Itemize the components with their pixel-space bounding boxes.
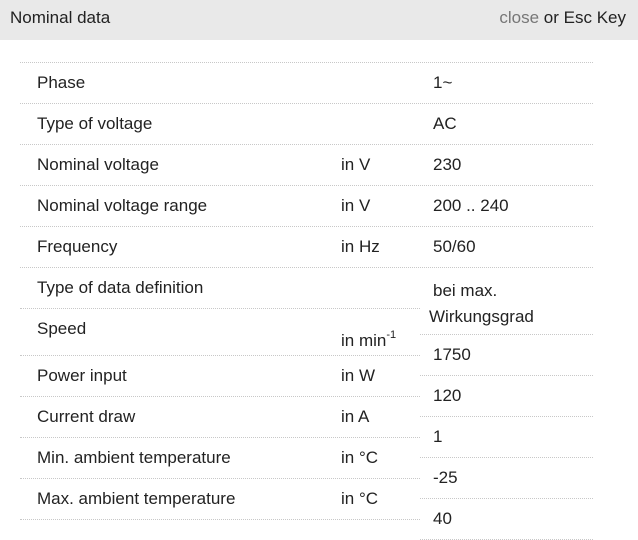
row-value: 230	[433, 155, 462, 174]
row-separator	[20, 355, 420, 356]
row-unit: in V	[341, 196, 371, 215]
row-separator	[20, 103, 593, 104]
close-hint: close or Esc Key	[499, 8, 626, 28]
row-separator	[420, 457, 593, 458]
header-bar: Nominal data close or Esc Key	[0, 0, 638, 40]
row-separator	[20, 267, 593, 268]
row-label: Current draw	[37, 407, 136, 426]
row-separator	[20, 308, 420, 309]
row-separator	[420, 498, 593, 499]
row-label: Type of voltage	[37, 114, 153, 133]
row-value: -25	[433, 468, 458, 487]
row-separator	[20, 478, 420, 479]
dialog-title: Nominal data	[10, 8, 111, 27]
row-label: Phase	[37, 73, 86, 92]
row-separator	[20, 226, 593, 227]
row-value: 50/60	[433, 237, 476, 256]
row-unit: in Hz	[341, 237, 380, 256]
row-unit: in min-1	[341, 329, 397, 350]
row-label: Frequency	[37, 237, 118, 256]
row-value: 40	[433, 509, 452, 528]
row-label: Nominal voltage range	[37, 196, 208, 215]
row-value: bei max. Wirkungsgrad	[429, 281, 534, 326]
row-label: Min. ambient temperature	[37, 448, 231, 467]
row-separator	[20, 437, 420, 438]
row-separator	[420, 375, 593, 376]
row-unit: in °C	[341, 489, 379, 508]
row-separator	[20, 144, 593, 145]
row-value: 1750	[433, 345, 471, 364]
row-separator	[20, 185, 593, 186]
row-value: AC	[433, 114, 457, 133]
row-label: Power input	[37, 366, 127, 385]
close-link[interactable]: close	[499, 8, 540, 27]
row-separator	[20, 62, 593, 63]
row-separator	[20, 396, 420, 397]
row-label: Nominal voltage	[37, 155, 159, 174]
row-label: Max. ambient temperature	[37, 489, 236, 508]
hint-text: or Esc Key	[543, 8, 626, 27]
row-separator	[20, 519, 420, 520]
row-value: 1	[433, 427, 443, 446]
row-label: Speed	[37, 319, 87, 338]
row-separator	[420, 416, 593, 417]
row-unit: in V	[341, 155, 371, 174]
row-unit: in W	[341, 366, 375, 385]
row-value: 1~	[433, 73, 453, 92]
row-separator	[420, 334, 593, 335]
row-unit: in A	[341, 407, 370, 426]
row-value: 200 .. 240	[433, 196, 509, 215]
row-value: 120	[433, 386, 462, 405]
row-unit: in °C	[341, 448, 379, 467]
unit-superscript: -1	[386, 329, 397, 341]
row-label: Type of data definition	[37, 278, 204, 297]
